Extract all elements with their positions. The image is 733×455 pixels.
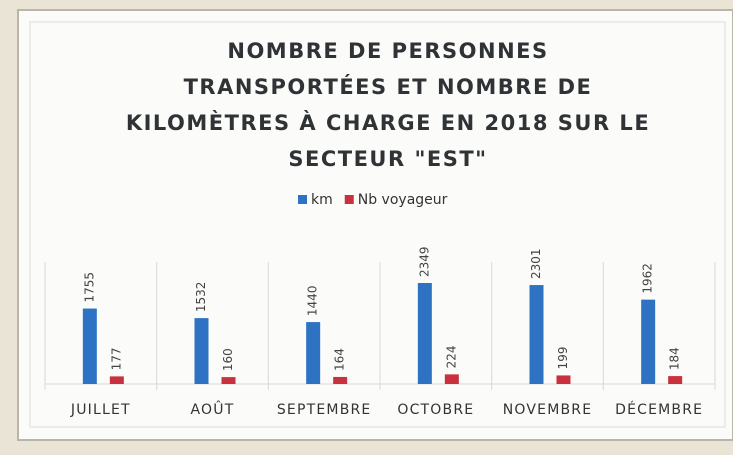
x-tick-label: DÉCEMBRE	[615, 401, 703, 418]
chart-title: NOMBRE DE PERSONNES	[227, 39, 548, 63]
bar	[529, 285, 544, 384]
bar	[444, 374, 459, 384]
data-label: 177	[109, 347, 123, 370]
bar	[556, 375, 571, 384]
chart-card	[17, 9, 733, 441]
chart-title: KILOMÈTRES À CHARGE EN 2018 SUR LE	[126, 110, 650, 135]
bar	[109, 376, 124, 384]
legend-label: km	[311, 192, 333, 208]
x-tick-label: OCTOBRE	[397, 402, 474, 418]
x-tick-label: NOVEMBRE	[503, 402, 593, 418]
x-tick-label: JUILLET	[70, 402, 131, 418]
bar	[221, 377, 236, 384]
data-label: 164	[333, 348, 347, 371]
legend-swatch	[344, 195, 354, 204]
bar	[306, 322, 321, 384]
data-label: 160	[221, 348, 235, 371]
chart-title: SECTEUR "EST"	[288, 147, 487, 171]
x-tick-label: AOÛT	[191, 400, 235, 418]
data-label: 2349	[417, 246, 431, 277]
data-label: 1440	[306, 286, 320, 317]
data-label: 1532	[194, 282, 208, 313]
plot-frame	[29, 21, 726, 428]
x-tick-label: SEPTEMBRE	[277, 402, 372, 418]
data-label: 224	[444, 345, 458, 368]
legend-label: Nb voyageur	[358, 192, 448, 208]
chart-title: TRANSPORTÉES ET NOMBRE DE	[184, 74, 593, 99]
bar	[417, 282, 432, 384]
bar	[333, 376, 348, 384]
data-label: 184	[668, 347, 682, 370]
bar	[82, 308, 97, 384]
data-label: 1962	[641, 263, 655, 294]
bar	[668, 376, 683, 384]
data-label: 2301	[529, 249, 543, 280]
data-label: 1755	[82, 272, 96, 303]
data-label: 199	[556, 347, 570, 370]
legend-swatch	[298, 195, 307, 204]
bar	[194, 318, 209, 384]
bar	[641, 299, 656, 384]
